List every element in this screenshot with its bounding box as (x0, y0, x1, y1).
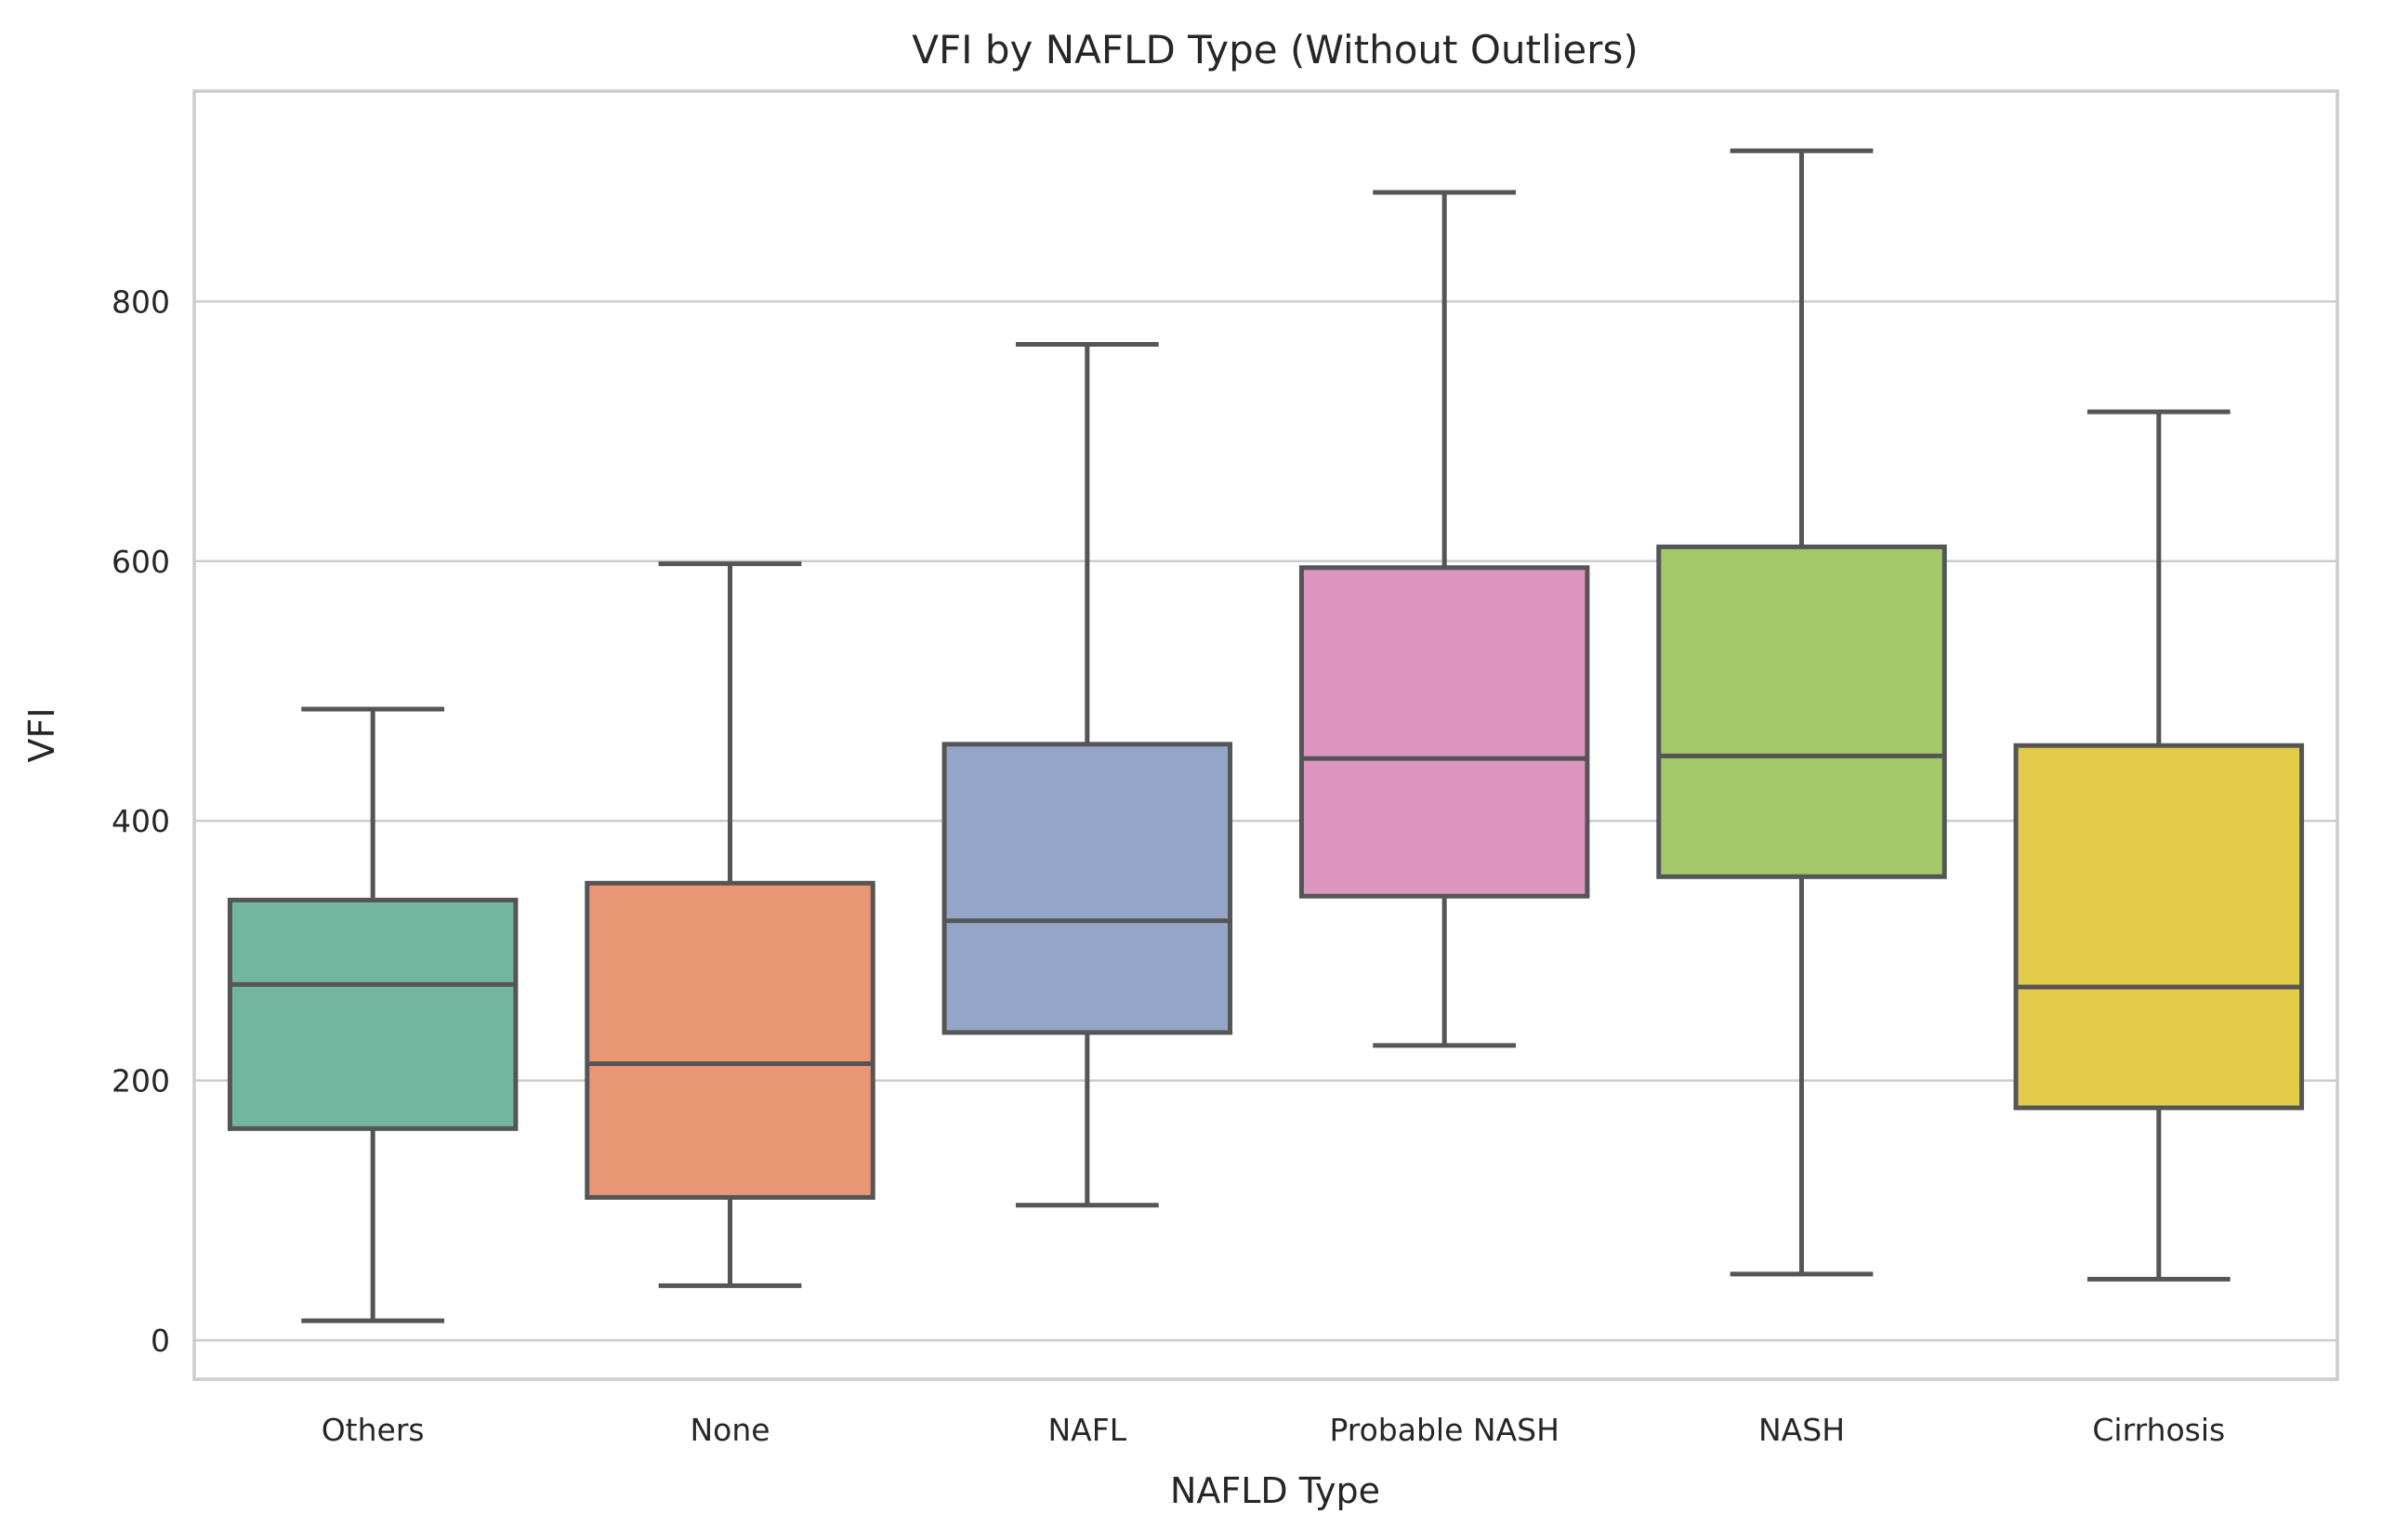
iqr-box (2013, 743, 2305, 1111)
y-tick-label: 200 (112, 1063, 170, 1099)
chart-title: VFI by NAFLD Type (Without Outliers) (912, 27, 1638, 72)
box-group-none (585, 561, 875, 1288)
iqr-box (1298, 565, 1590, 899)
y-tick-label: 400 (112, 803, 170, 839)
y-tick-labels: 0 200 400 600 800 (112, 283, 170, 1359)
x-axis-label: NAFLD Type (1170, 1470, 1380, 1511)
box-group-probable-nash (1298, 190, 1590, 1048)
x-tick-label: Others (322, 1412, 425, 1448)
box-group-nash (1656, 148, 1947, 1277)
y-tick-label: 0 (151, 1323, 170, 1359)
x-tick-label: NASH (1758, 1412, 1845, 1448)
boxes (227, 148, 2305, 1323)
y-axis-label: VFI (21, 707, 62, 762)
plot-frame (192, 89, 2339, 1381)
x-tick-labels: Others None NAFL Probable NASH NASH Cirrhosis (322, 1412, 2226, 1448)
y-tick-label: 800 (112, 283, 170, 320)
iqr-box (1656, 544, 1947, 879)
iqr-box (585, 880, 875, 1200)
iqr-box (941, 742, 1233, 1035)
box-group-cirrhosis (2013, 409, 2305, 1282)
x-tick-label: Cirrhosis (2092, 1412, 2225, 1448)
y-tick-label: 600 (112, 544, 170, 580)
x-tick-label: Probable NASH (1329, 1412, 1559, 1448)
x-tick-label: None (690, 1412, 770, 1448)
box-group-others (227, 706, 519, 1323)
iqr-box (227, 897, 519, 1131)
x-tick-label: NAFL (1048, 1412, 1127, 1448)
gridlines (194, 300, 2337, 1342)
box-group-nafl (941, 341, 1233, 1208)
